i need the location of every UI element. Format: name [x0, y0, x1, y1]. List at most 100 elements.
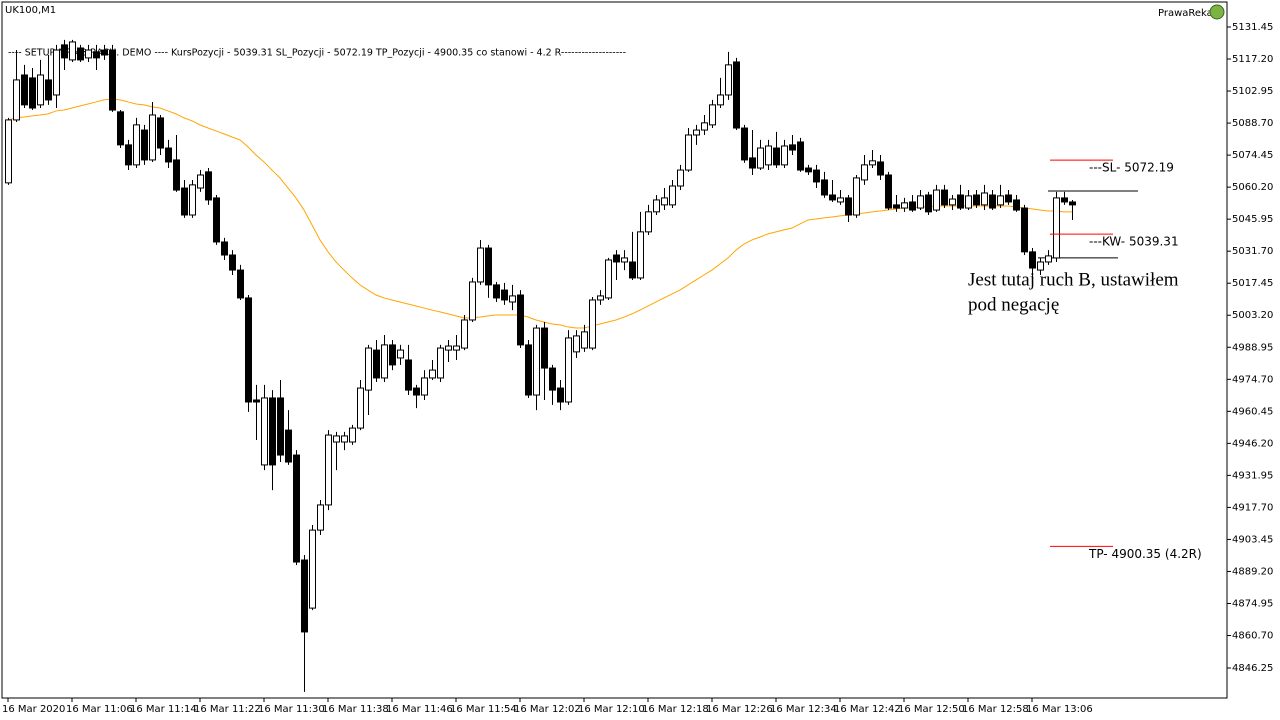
candle-body [509, 295, 516, 303]
candle-body [669, 185, 676, 206]
y-tick-label: 4946.20 [1232, 438, 1273, 449]
candle-body [1061, 197, 1068, 203]
candle-body [989, 194, 996, 209]
candle-body [1005, 194, 1012, 203]
candle-body [581, 331, 588, 349]
candle-body [501, 289, 508, 301]
x-tick-label: 16 Mar 11:38 [322, 704, 389, 715]
y-tick-label: 4889.20 [1232, 566, 1273, 577]
y-tick-label: 4874.95 [1232, 598, 1273, 609]
candle-body [797, 141, 804, 171]
x-tick-label: 16 Mar 2020 [2, 704, 65, 715]
candle-body [629, 261, 636, 279]
x-tick-label: 16 Mar 12:26 [706, 704, 773, 715]
candle-body [5, 119, 12, 184]
x-tick-label: 16 Mar 11:30 [258, 704, 325, 715]
candle-body [861, 164, 868, 181]
candle-body [885, 174, 892, 209]
watermark: PrawaReka [1158, 8, 1213, 19]
candle-body [485, 247, 492, 286]
candle-body [477, 247, 484, 283]
candle-body [149, 114, 156, 161]
y-tick-label: 4860.70 [1232, 631, 1273, 642]
candle-body [53, 49, 60, 96]
x-tick-label: 16 Mar 11:06 [66, 704, 133, 715]
candle-body [781, 145, 788, 166]
candle-body [893, 204, 900, 209]
moving-average [7, 98, 1072, 329]
candle-body [229, 254, 236, 271]
candle-body [101, 49, 108, 56]
annotation: Jest tutaj ruch B, ustawiłem [968, 269, 1179, 290]
candle-body [1045, 255, 1052, 263]
candle-body [1029, 251, 1036, 269]
candle-body [949, 198, 956, 206]
candle-body [725, 64, 732, 96]
candle-body [285, 429, 292, 463]
candle-body [453, 345, 460, 351]
x-tick-label: 16 Mar 12:50 [898, 704, 965, 715]
candle-body [237, 269, 244, 299]
candle-body [965, 195, 972, 209]
candle-body [981, 192, 988, 206]
candle-body [821, 179, 828, 196]
x-tick-label: 16 Mar 11:14 [130, 704, 197, 715]
candle-body [125, 144, 132, 166]
candle-body [837, 197, 844, 203]
candle-body [205, 171, 212, 201]
candle-body [757, 147, 764, 169]
candle-body [349, 427, 356, 443]
x-tick-label: 16 Mar 12:02 [514, 704, 581, 715]
candle-body [645, 211, 652, 233]
candle-body [141, 129, 148, 161]
candle-body [269, 397, 276, 466]
x-tick-label: 16 Mar 12:42 [834, 704, 901, 715]
candle-body [1021, 207, 1028, 253]
candle-body [21, 74, 28, 106]
candle-body [565, 337, 572, 403]
candle-body [1069, 201, 1076, 206]
candle-body [85, 49, 92, 59]
x-tick-label: 16 Mar 11:46 [386, 704, 453, 715]
candle-body [813, 169, 820, 183]
candle-body [117, 111, 124, 146]
y-tick-label: 5045.95 [1232, 214, 1273, 225]
candle-body [221, 241, 228, 256]
candle-body [597, 295, 604, 301]
candle-body [549, 367, 556, 391]
candle-body [261, 397, 268, 466]
candle-body [717, 94, 724, 106]
symbol-label: UK100,M1 [5, 5, 56, 16]
candle-body [197, 174, 204, 189]
candle-body [557, 387, 564, 403]
candle-body [429, 369, 436, 379]
y-tick-label: 4931.95 [1232, 470, 1273, 481]
candle-body [293, 454, 300, 563]
candle-body [869, 160, 876, 166]
annotation: pod negację [968, 294, 1059, 315]
candle-body [661, 197, 668, 206]
candle-body [245, 297, 252, 403]
candle-body [405, 359, 412, 391]
comment: ---- SETUP NR 43 RACH. DEMO ---- KursPoz… [8, 48, 626, 59]
candle-body [1013, 199, 1020, 211]
candle-body [709, 104, 716, 126]
candle-body [493, 284, 500, 299]
candle-body [733, 61, 740, 129]
candle-body [845, 197, 852, 216]
candle-body [109, 49, 116, 111]
candle-body [957, 194, 964, 209]
x-tick-label: 16 Mar 11:54 [450, 704, 517, 715]
candle-body [61, 44, 68, 59]
candle-body [29, 77, 36, 109]
candle-body [685, 134, 692, 171]
candle-body [389, 344, 396, 366]
candle-body [469, 281, 476, 321]
candle-body [277, 397, 284, 456]
y-tick-label: 4903.45 [1232, 534, 1273, 545]
candle-body [381, 344, 388, 379]
y-tick-label: 5088.70 [1232, 118, 1273, 129]
candle-body [765, 145, 772, 166]
